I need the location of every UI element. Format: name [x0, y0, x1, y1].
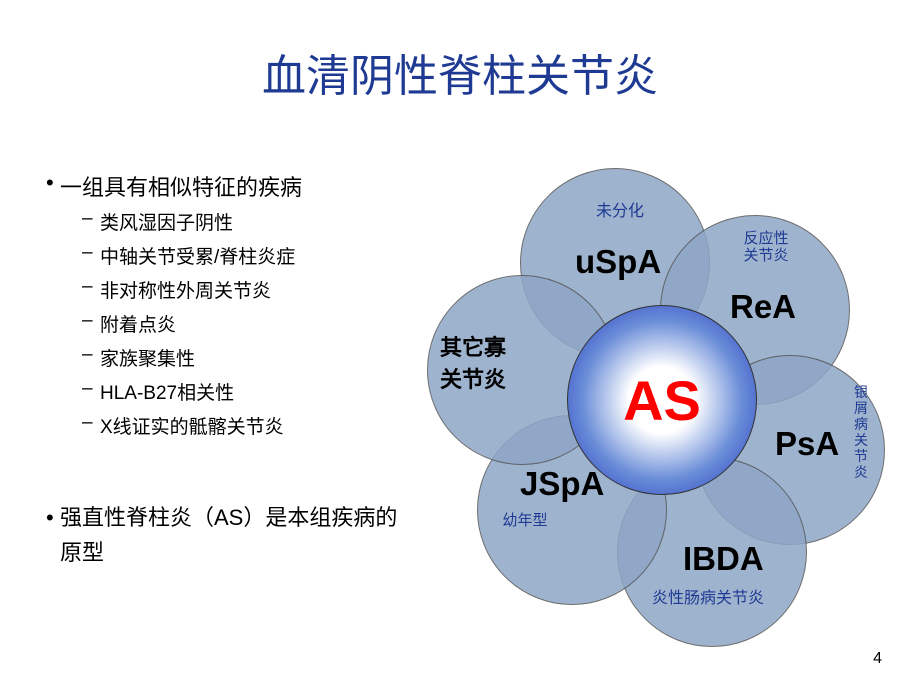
- petal-label-psa: PsA: [775, 425, 839, 463]
- bullet-sub-7: X线证实的骶髂关节炎: [100, 412, 284, 439]
- slide-title: 血清阴性脊柱关节炎: [0, 40, 920, 104]
- page-number: 4: [873, 650, 882, 668]
- bullet-main-2: 强直性脊柱炎（AS）是本组疾病的原型: [60, 500, 400, 570]
- bullet-sub-4: 附着点炎: [100, 310, 176, 337]
- center-label-as: AS: [623, 368, 701, 433]
- bullet-main-1: 一组具有相似特征的疾病: [60, 170, 302, 202]
- petal-sublabel-psa: 银屑病关节炎: [852, 384, 870, 481]
- petal-sublabel-uspa: 未分化: [575, 203, 665, 221]
- bullet-sub-1: 类风湿因子阴性: [100, 208, 233, 235]
- bullet-sub-5: 家族聚集性: [100, 344, 195, 371]
- petal-label-uspa: uSpA: [575, 243, 661, 281]
- petal-label-jspa: JSpA: [520, 465, 604, 503]
- bullet-sub-6: HLA-B27相关性: [100, 378, 234, 405]
- petal-label-other: 其它寡 关节炎: [440, 330, 506, 394]
- petal-sublabel-jspa: 幼年型: [485, 512, 565, 529]
- petal-sublabel-ibda: 炎性肠病关节炎: [618, 590, 798, 608]
- bullet-sub-2: 中轴关节受累/脊柱炎症: [100, 242, 295, 269]
- slide: 血清阴性脊柱关节炎 一组具有相似特征的疾病 类风湿因子阴性 中轴关节受累/脊柱炎…: [0, 0, 920, 690]
- petal-label-rea: ReA: [730, 288, 796, 326]
- petal-label-ibda: IBDA: [683, 540, 764, 578]
- petal-sublabel-rea: 反应性 关节炎: [721, 230, 811, 265]
- bullet-sub-3: 非对称性外周关节炎: [100, 276, 271, 303]
- venn-diagram: AS uSpA 未分化 ReA 反应性 关节炎 PsA 银屑病关节炎 IBDA 炎性肠病关节炎…: [410, 170, 890, 640]
